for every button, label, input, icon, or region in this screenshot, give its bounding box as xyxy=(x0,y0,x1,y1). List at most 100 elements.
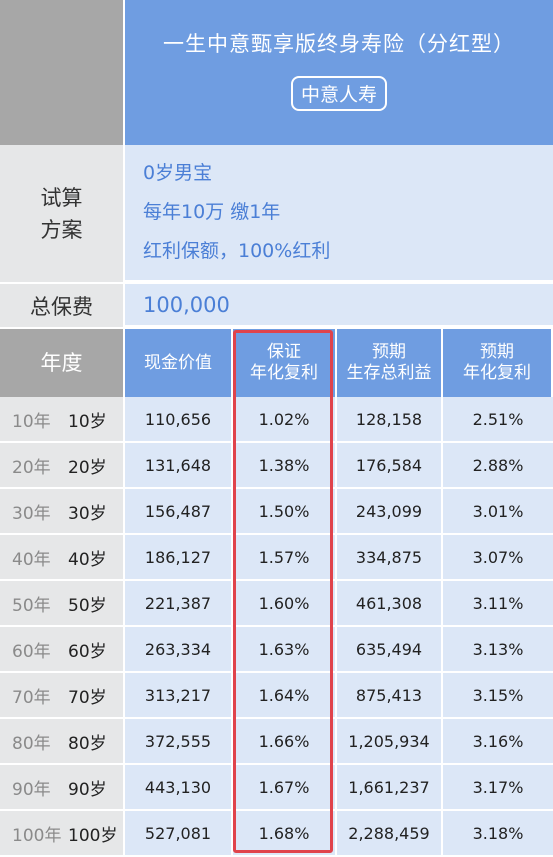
insured-age: 60岁 xyxy=(68,641,107,662)
product-header: 一生中意甄享版终身寿险（分红型） 中意人寿 xyxy=(125,0,553,145)
row-year-cell: 60年 60岁 xyxy=(0,627,125,673)
insured-age: 100岁 xyxy=(68,825,118,846)
expected-total-cell: 128,158 xyxy=(337,397,443,443)
expected-rate-cell: 3.17% xyxy=(443,765,553,811)
guaranteed-rate-cell: 1.50% xyxy=(233,489,337,535)
row-year-cell: 70年 70岁 xyxy=(0,673,125,719)
insured-age: 30岁 xyxy=(68,503,107,524)
cash-value-cell: 527,081 xyxy=(125,811,233,857)
row-year-cell: 100年 100岁 xyxy=(0,811,125,857)
header-year: 年度 xyxy=(0,329,125,397)
guaranteed-rate-cell: 1.57% xyxy=(233,535,337,581)
premium-value-cell: 100,000 xyxy=(125,284,553,327)
policy-year: 80年 xyxy=(12,733,51,754)
expected-total-cell: 1,661,237 xyxy=(337,765,443,811)
header-expected-rate-line1: 预期 xyxy=(480,342,514,362)
cash-value-cell: 131,648 xyxy=(125,443,233,489)
insured-age: 40岁 xyxy=(68,549,107,570)
insured-age: 70岁 xyxy=(68,687,107,708)
cash-value-cell: 186,127 xyxy=(125,535,233,581)
policy-year: 10年 xyxy=(12,411,51,432)
guaranteed-rate-cell: 1.60% xyxy=(233,581,337,627)
policy-year: 90年 xyxy=(12,779,51,800)
benefit-table: 年度 现金价值 保证 年化复利 预期 生存总利益 预期 年化复利 10年 10岁 … xyxy=(0,329,553,857)
policy-year: 30年 xyxy=(12,503,51,524)
row-year-cell: 90年 90岁 xyxy=(0,765,125,811)
guaranteed-rate-cell: 1.38% xyxy=(233,443,337,489)
plan-label-line1: 试算 xyxy=(40,185,83,210)
expected-total-cell: 461,308 xyxy=(337,581,443,627)
cash-value-cell: 372,555 xyxy=(125,719,233,765)
header-expected-rate: 预期 年化复利 xyxy=(443,329,553,397)
plan-label: 试算 方案 xyxy=(38,182,84,246)
expected-rate-cell: 2.51% xyxy=(443,397,553,443)
plan-label-line2: 方案 xyxy=(40,217,83,242)
policy-year: 40年 xyxy=(12,549,51,570)
guaranteed-rate-cell: 1.64% xyxy=(233,673,337,719)
plan-insured: 0岁男宝 xyxy=(143,162,213,184)
cash-value-cell: 110,656 xyxy=(125,397,233,443)
header-guaranteed-rate: 保证 年化复利 xyxy=(233,329,337,397)
row-year-cell: 50年 50岁 xyxy=(0,581,125,627)
insured-age: 50岁 xyxy=(68,595,107,616)
plan-payment: 每年10万 缴1年 xyxy=(143,201,281,223)
insured-age: 20岁 xyxy=(68,457,107,478)
row-year-cell: 80年 80岁 xyxy=(0,719,125,765)
expected-total-cell: 875,413 xyxy=(337,673,443,719)
guaranteed-rate-cell: 1.68% xyxy=(233,811,337,857)
expected-total-cell: 334,875 xyxy=(337,535,443,581)
cash-value-cell: 313,217 xyxy=(125,673,233,719)
insured-age: 80岁 xyxy=(68,733,107,754)
cash-value-cell: 263,334 xyxy=(125,627,233,673)
row-year-cell: 40年 40岁 xyxy=(0,535,125,581)
policy-year: 100年 xyxy=(12,825,62,846)
policy-year: 50年 xyxy=(12,595,51,616)
plan-label-cell: 试算 方案 xyxy=(0,145,125,284)
expected-rate-cell: 3.16% xyxy=(443,719,553,765)
guaranteed-rate-cell: 1.02% xyxy=(233,397,337,443)
header-expected-total-line1: 预期 xyxy=(372,342,406,362)
company-badge: 中意人寿 xyxy=(290,76,387,111)
expected-total-cell: 176,584 xyxy=(337,443,443,489)
expected-rate-cell: 3.01% xyxy=(443,489,553,535)
expected-rate-cell: 3.11% xyxy=(443,581,553,627)
row-year-cell: 10年 10岁 xyxy=(0,397,125,443)
policy-year: 20年 xyxy=(12,457,51,478)
row-year-cell: 20年 20岁 xyxy=(0,443,125,489)
premium-label: 总保费 xyxy=(30,294,93,319)
summary-section: 一生中意甄享版终身寿险（分红型） 中意人寿 试算 方案 0岁男宝 每年10万 缴… xyxy=(0,0,553,329)
expected-total-cell: 2,288,459 xyxy=(337,811,443,857)
premium-label-cell: 总保费 xyxy=(0,284,125,329)
header-expected-total: 预期 生存总利益 xyxy=(337,329,443,397)
cash-value-cell: 221,387 xyxy=(125,581,233,627)
policy-year: 70年 xyxy=(12,687,51,708)
guaranteed-rate-cell: 1.63% xyxy=(233,627,337,673)
header-guaranteed-line1: 保证 xyxy=(267,342,301,362)
expected-rate-cell: 2.88% xyxy=(443,443,553,489)
header-expected-rate-line2: 年化复利 xyxy=(463,363,531,383)
cash-value-cell: 443,130 xyxy=(125,765,233,811)
plan-dividend: 红利保额，100%红利 xyxy=(143,240,331,262)
header-guaranteed-line2: 年化复利 xyxy=(250,363,318,383)
plan-details: 0岁男宝 每年10万 缴1年 红利保额，100%红利 xyxy=(125,145,553,282)
premium-value: 100,000 xyxy=(143,292,230,317)
product-title: 一生中意甄享版终身寿险（分红型） xyxy=(163,32,515,56)
expected-total-cell: 635,494 xyxy=(337,627,443,673)
expected-rate-cell: 3.18% xyxy=(443,811,553,857)
expected-rate-cell: 3.13% xyxy=(443,627,553,673)
header-expected-total-line2: 生存总利益 xyxy=(346,363,432,383)
insured-age: 90岁 xyxy=(68,779,107,800)
product-header-blank xyxy=(0,0,125,145)
row-year-cell: 30年 30岁 xyxy=(0,489,125,535)
cash-value-cell: 156,487 xyxy=(125,489,233,535)
guaranteed-rate-cell: 1.67% xyxy=(233,765,337,811)
expected-total-cell: 1,205,934 xyxy=(337,719,443,765)
insured-age: 10岁 xyxy=(68,411,107,432)
expected-total-cell: 243,099 xyxy=(337,489,443,535)
header-cash-value: 现金价值 xyxy=(125,329,233,397)
expected-rate-cell: 3.15% xyxy=(443,673,553,719)
policy-year: 60年 xyxy=(12,641,51,662)
guaranteed-rate-cell: 1.66% xyxy=(233,719,337,765)
expected-rate-cell: 3.07% xyxy=(443,535,553,581)
